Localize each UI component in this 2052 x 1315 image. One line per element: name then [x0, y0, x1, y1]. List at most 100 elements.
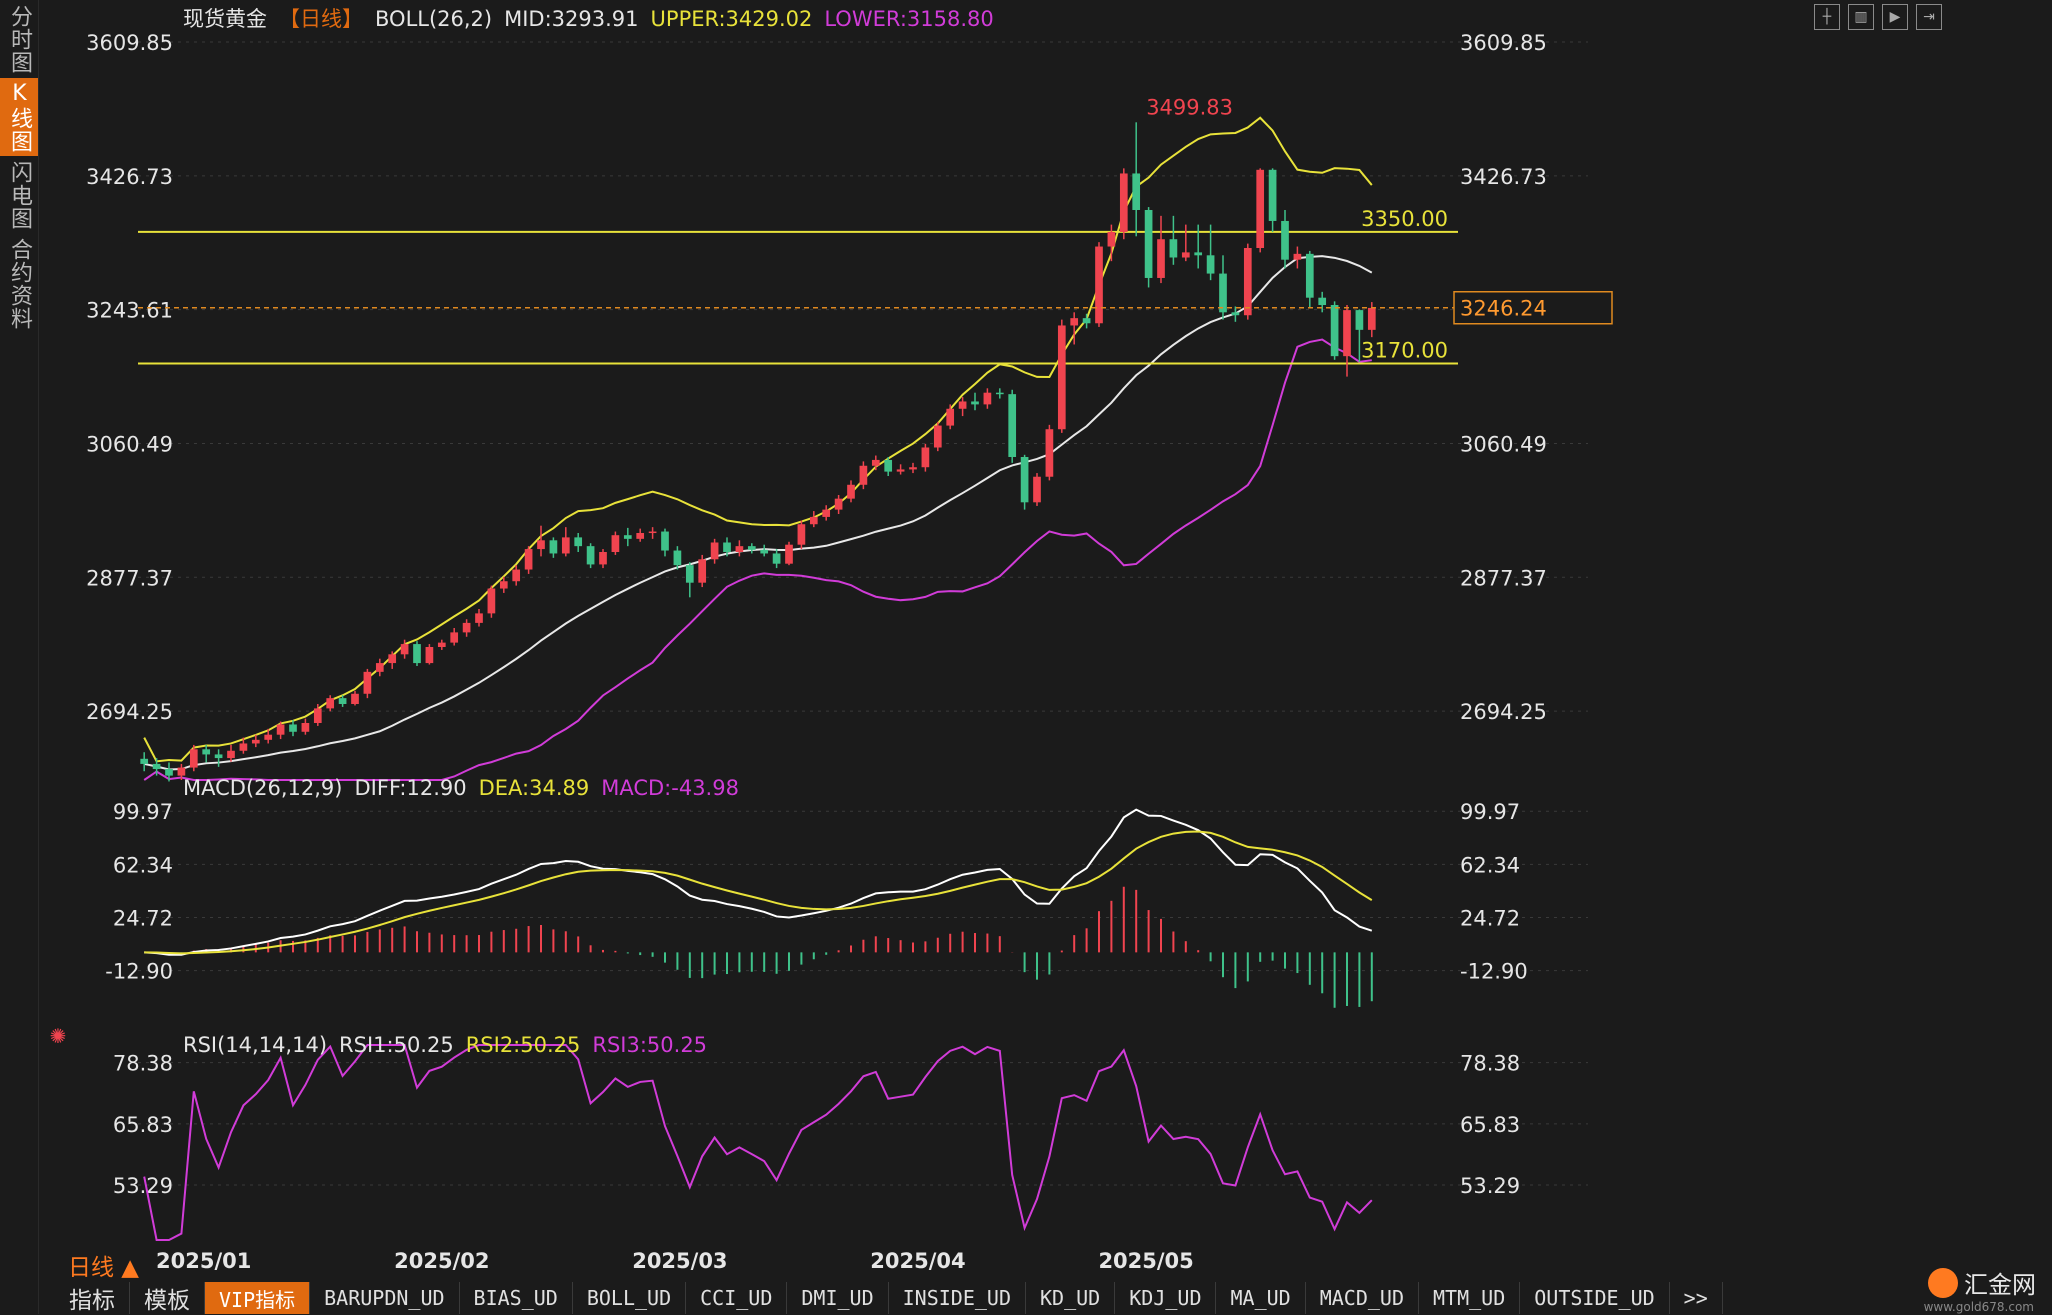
- candle-body: [735, 546, 744, 552]
- candle-body: [760, 549, 769, 554]
- main-y-tick-left: 3243.61: [86, 299, 173, 323]
- candle-body: [661, 531, 669, 551]
- candle-body: [165, 769, 173, 776]
- tab-kdj[interactable]: KDJ_UD: [1115, 1282, 1217, 1314]
- tab-boll[interactable]: BOLL_UD: [573, 1282, 687, 1314]
- macd-y-tick-right: 62.34: [1460, 853, 1520, 877]
- macd-y-tick-right: 24.72: [1460, 906, 1520, 930]
- candle-body: [487, 588, 496, 614]
- logo-text: 汇金网: [1964, 1271, 2036, 1299]
- x-axis-label: 2025/01: [156, 1249, 251, 1273]
- candle-body: [1318, 297, 1327, 305]
- macd-y-tick-left: 62.34: [113, 853, 173, 877]
- rsi-header-text: RSI3:50.25: [592, 1033, 707, 1057]
- macd-y-tick-left: -12.90: [105, 960, 173, 984]
- candle-body: [958, 401, 967, 409]
- candle-body: [636, 533, 645, 539]
- rsi-y-tick-left: 53.29: [113, 1174, 173, 1198]
- candle-body: [140, 758, 149, 764]
- candle-body: [450, 632, 459, 643]
- fast-forward-icon[interactable]: ⇥: [1916, 4, 1942, 30]
- candle-body: [710, 542, 719, 560]
- boll-header-text: 现货黄金: [183, 7, 267, 31]
- candle-body: [1169, 239, 1178, 258]
- candle-body: [834, 498, 843, 510]
- tab-time-share[interactable]: 分时图: [7, 4, 32, 74]
- candle-body: [1219, 273, 1227, 313]
- current-price-label: 3246.24: [1460, 297, 1547, 321]
- tab-vip-indicators[interactable]: VIP指标: [205, 1282, 311, 1314]
- candle-body: [214, 754, 223, 759]
- x-axis-label: 2025/05: [1098, 1249, 1193, 1273]
- candle-body: [971, 401, 979, 405]
- tab-dmi[interactable]: DMI_UD: [787, 1282, 889, 1314]
- rsi-header-text: RSI1:50.25: [339, 1033, 454, 1057]
- tab-kline[interactable]: K线图: [0, 78, 38, 156]
- macd-dea-line: [144, 830, 1373, 955]
- candle-body: [859, 465, 868, 485]
- candle-body: [1231, 312, 1240, 316]
- indicator-tab-bar: 指标 模板 VIP指标 BARUPDN_UD BIAS_UD BOLL_UD C…: [55, 1282, 1723, 1314]
- tab-kd[interactable]: KD_UD: [1026, 1282, 1116, 1314]
- candle-body: [983, 392, 992, 405]
- x-axis-label: 2025/03: [632, 1249, 727, 1273]
- candle-body: [152, 763, 161, 770]
- candle-body: [239, 743, 248, 751]
- tab-mtm[interactable]: MTM_UD: [1419, 1282, 1521, 1314]
- candle-body: [413, 644, 421, 664]
- rsi-y-tick-right: 65.83: [1460, 1113, 1520, 1137]
- boll-lower-line: [143, 338, 1372, 781]
- tab-barupdn[interactable]: BARUPDN_UD: [310, 1282, 460, 1314]
- candle-body: [946, 408, 955, 426]
- candle-body: [537, 540, 545, 550]
- candle-body: [785, 544, 793, 564]
- candle-body: [1057, 325, 1066, 430]
- tab-macd[interactable]: MACD_UD: [1306, 1282, 1419, 1314]
- macd-header-text: DIFF:12.90: [355, 776, 467, 800]
- candle-body: [301, 723, 310, 732]
- tab-contract-info[interactable]: 合约资料: [7, 238, 32, 330]
- main-y-tick-right: 3609.85: [1460, 31, 1547, 55]
- candle-body: [1243, 248, 1252, 316]
- candle-body: [1144, 210, 1153, 278]
- candle-body: [227, 750, 235, 759]
- candle-body: [847, 484, 855, 499]
- candle-body: [698, 559, 707, 583]
- tab-outside[interactable]: OUTSIDE_UD: [1520, 1282, 1670, 1314]
- candle-body: [797, 524, 806, 545]
- boll-header-text: BOLL(26,2): [375, 7, 492, 31]
- crosshair-icon[interactable]: ┼: [1814, 4, 1840, 30]
- layout-icon[interactable]: ▥: [1848, 4, 1874, 30]
- macd-y-tick-left: 24.72: [113, 906, 173, 930]
- main-y-tick-left: 2877.37: [86, 566, 173, 590]
- tab-templates[interactable]: 模板: [130, 1282, 205, 1314]
- candle-body: [1305, 253, 1314, 298]
- tab-bias[interactable]: BIAS_UD: [460, 1282, 573, 1314]
- candle-body: [884, 459, 893, 472]
- step-forward-icon[interactable]: ▶: [1882, 4, 1908, 30]
- horizontal-level-label: 3170.00: [1361, 338, 1448, 362]
- candle-body: [822, 509, 831, 517]
- more-tabs-button[interactable]: >>: [1670, 1282, 1723, 1314]
- tab-flash-chart[interactable]: 闪电图: [7, 160, 32, 230]
- tab-ma[interactable]: MA_UD: [1216, 1282, 1306, 1314]
- candle-body: [909, 467, 917, 470]
- candle-body: [933, 425, 942, 448]
- candle-body: [561, 537, 570, 554]
- tab-cci[interactable]: CCI_UD: [686, 1282, 788, 1314]
- tab-indicators[interactable]: 指标: [55, 1282, 130, 1314]
- period-button[interactable]: 日线 ▲: [68, 1255, 139, 1281]
- candle-body: [685, 565, 694, 583]
- candle-body: [1281, 220, 1289, 260]
- candle-body: [351, 693, 359, 704]
- main-y-tick-right: 2877.37: [1460, 566, 1547, 590]
- tab-inside[interactable]: INSIDE_UD: [889, 1282, 1027, 1314]
- candle-body: [1033, 476, 1041, 503]
- main-y-tick-right: 3060.49: [1460, 432, 1547, 456]
- candle-body: [599, 552, 607, 565]
- kline-chart[interactable]: 3609.853609.853426.733426.733243.613243.…: [38, 0, 2052, 1282]
- candle-body: [499, 581, 508, 589]
- macd-y-tick-left: 99.97: [113, 800, 173, 824]
- candle-body: [524, 549, 533, 570]
- candle-body: [1157, 239, 1165, 278]
